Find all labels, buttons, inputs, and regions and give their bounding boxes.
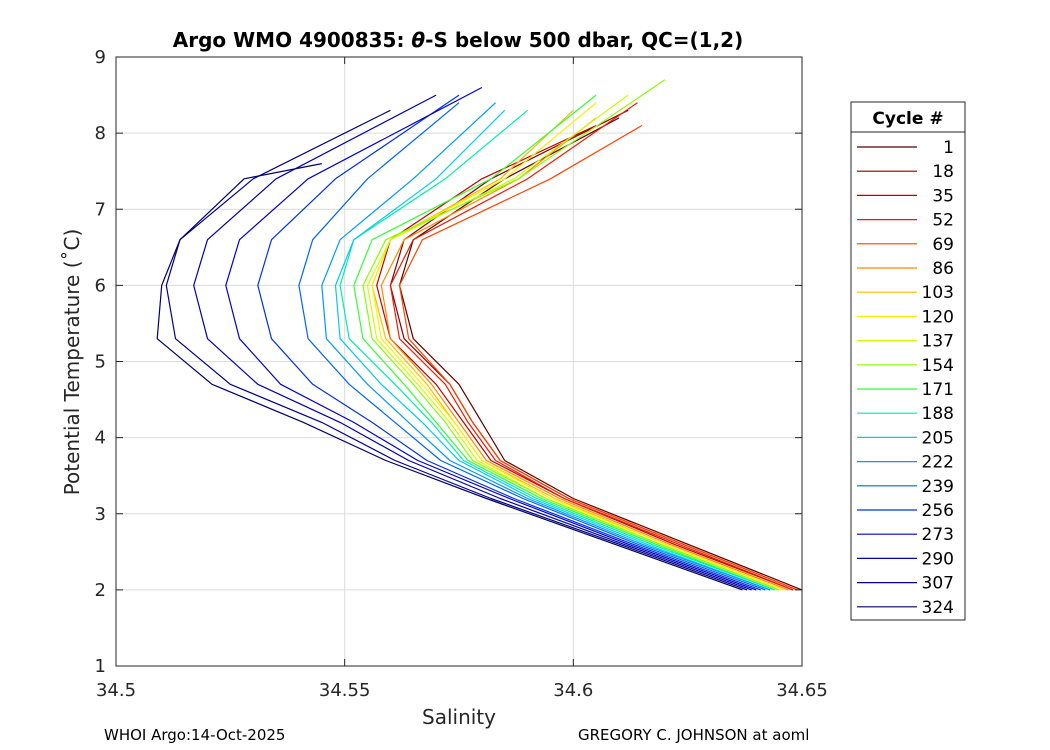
series-line-cycle-273 (225, 86, 757, 591)
legend-label: 103 (922, 283, 954, 303)
legend-label: 154 (922, 356, 954, 376)
x-axis-label: Salinity (422, 705, 496, 729)
legend-label: 69 (932, 235, 954, 255)
series-line-cycle-154 (362, 79, 780, 591)
y-tick-label: 3 (95, 504, 106, 525)
legend-label: 137 (922, 332, 954, 352)
legend-label: 35 (932, 186, 954, 206)
series-group (156, 79, 803, 591)
x-tick-label: 34.6 (553, 680, 593, 701)
legend-label: 239 (922, 477, 954, 497)
legend: Cycle # 1 18 35 52 69 86 103 120 137 154 171 188 205… (850, 101, 966, 621)
legend-label: 307 (922, 574, 954, 594)
legend-label: 205 (922, 428, 954, 448)
series-line-cycle-290 (193, 94, 752, 591)
series-line-cycle-324 (156, 163, 743, 591)
legend-entries: 1 18 35 52 69 86 103 120 137 154 171 188 205 222 239 25… (857, 138, 954, 618)
y-tick-label: 9 (95, 47, 106, 68)
legend-label: 290 (922, 549, 954, 569)
legend-label: 18 (932, 162, 954, 182)
series-line-cycle-256 (257, 94, 762, 591)
legend-label: 222 (922, 453, 954, 473)
y-tick-label: 6 (95, 275, 106, 296)
footer-right-credit: GREGORY C. JOHNSON at aoml (578, 726, 810, 744)
y-tick-label: 5 (95, 352, 106, 373)
legend-label: 1 (943, 138, 954, 158)
legend-label: 256 (922, 501, 954, 521)
y-tick-label: 7 (95, 199, 106, 220)
legend-label: 188 (922, 404, 954, 424)
series-line-cycle-120 (371, 102, 784, 591)
legend-label: 324 (922, 598, 954, 618)
x-tick-label: 34.55 (319, 680, 371, 701)
legend-label: 120 (922, 307, 954, 327)
y-axis-label: Potential Temperature (˚C) (60, 229, 84, 496)
series-line-cycle-69 (398, 124, 798, 591)
x-tick-label: 34.65 (776, 680, 828, 701)
series-line-cycle-205 (334, 109, 771, 591)
axis-ticks: 34.5 34.55 34.6 34.65 1 2 3 4 5 6 7 8 9 (95, 47, 828, 701)
series-line-cycle-307 (165, 109, 748, 591)
series-line-cycle-188 (339, 109, 775, 591)
series-line-cycle-222 (321, 102, 771, 591)
y-tick-label: 4 (95, 428, 106, 449)
series-line-cycle-1 (398, 117, 803, 591)
legend-title: Cycle # (872, 109, 943, 129)
series-line-cycle-86 (380, 117, 789, 591)
x-tick-label: 34.5 (96, 680, 136, 701)
y-tick-label: 1 (95, 656, 106, 677)
series-line-cycle-52 (389, 102, 794, 591)
chart-title: Argo WMO 4900835: θ-S below 500 dbar, QC… (173, 28, 743, 52)
y-tick-label: 2 (95, 580, 106, 601)
series-line-cycle-103 (371, 109, 784, 591)
series-line-cycle-171 (353, 94, 775, 591)
footer-left-credit: WHOI Argo:14-Oct-2025 (104, 726, 286, 744)
legend-label: 52 (932, 211, 954, 231)
y-tick-label: 8 (95, 123, 106, 144)
legend-label: 273 (922, 525, 954, 545)
series-line-cycle-239 (298, 102, 766, 591)
legend-label: 86 (932, 259, 954, 279)
legend-label: 171 (922, 380, 954, 400)
